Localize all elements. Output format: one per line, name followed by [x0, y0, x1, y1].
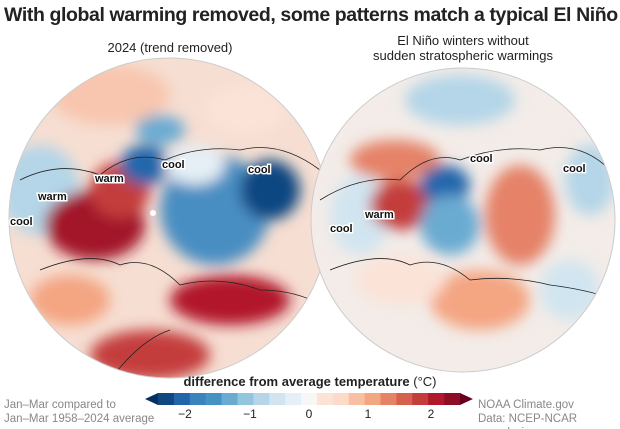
colorbar-tick: 1 — [364, 407, 372, 421]
left-label-warm: warm — [37, 191, 67, 203]
right-label-cool-west: cool — [330, 223, 353, 235]
colorbar-segment — [237, 393, 254, 405]
footer-right-line2: Data: NCEP-NCAR reanalysis — [478, 413, 578, 429]
right-label-cool-east: cool — [563, 163, 586, 175]
right-label-cool-center: cool — [470, 153, 493, 165]
colorbar-segment — [396, 393, 413, 405]
right-subtitle-line1: El Niño winters without — [397, 33, 529, 48]
colorbar-segment — [316, 393, 334, 405]
colorbar-segment — [428, 393, 445, 405]
colorbar-segment — [189, 393, 206, 405]
right-subtitle-line2: sudden stratospheric warmings — [373, 48, 553, 63]
colorbar-tick: −2 — [178, 407, 192, 421]
colorbar-segment — [205, 393, 222, 405]
colorbar-segment — [253, 393, 270, 405]
footer-right: NOAA Climate.gov Data: NCEP-NCAR reanaly… — [478, 398, 620, 429]
right-polar-map — [311, 68, 615, 372]
right-map-border — [310, 67, 616, 373]
colorbar-segment — [332, 393, 350, 405]
colorbar-extend-low — [145, 393, 158, 405]
colorbar-segment — [444, 393, 461, 405]
colorbar-segment — [364, 393, 381, 405]
left-panel-subtitle: 2024 (trend removed) — [107, 40, 233, 55]
colorbar-extend-high — [460, 393, 473, 405]
colorbar-segment — [380, 393, 397, 405]
colorbar-segment — [173, 393, 191, 405]
north-pole-marker — [150, 210, 156, 216]
left-label-cool-west: cool — [10, 216, 33, 228]
colorbar-title: difference from average temperature (°C) — [160, 374, 460, 389]
left-polar-map — [9, 58, 329, 378]
footer-left-line1: Jan–Mar compared to — [4, 399, 116, 411]
colorbar-segment — [285, 393, 302, 405]
colorbar-tick: −1 — [243, 407, 257, 421]
right-label-warm: warm — [364, 209, 394, 221]
colorbar-tick: 0 — [305, 407, 313, 421]
footer-left-line2: Jan–Mar 1958–2024 average — [4, 413, 155, 425]
colorbar-segment — [412, 393, 429, 405]
left-label-cool-east: cool — [248, 164, 271, 176]
footer-right-line1: NOAA Climate.gov — [478, 399, 574, 411]
colorbar-segment — [348, 393, 365, 405]
right-panel-subtitle: El Niño winters without sudden stratosph… — [363, 33, 563, 63]
left-label-cool-center: cool — [162, 159, 185, 171]
colorbar-segment — [158, 393, 175, 405]
colorbar-segment — [221, 393, 238, 405]
colorbar — [145, 393, 473, 405]
colorbar-segment — [301, 393, 318, 405]
figure-title: With global warming removed, some patter… — [4, 4, 620, 26]
colorbar-label: difference from average temperature — [183, 374, 410, 389]
footer-left: Jan–Mar compared to Jan–Mar 1958–2024 av… — [4, 398, 154, 426]
left-label-warm-north: warm — [94, 173, 124, 185]
colorbar-segment — [269, 393, 286, 405]
colorbar-tick: 2 — [427, 407, 435, 421]
colorbar-unit: (°C) — [413, 374, 437, 389]
